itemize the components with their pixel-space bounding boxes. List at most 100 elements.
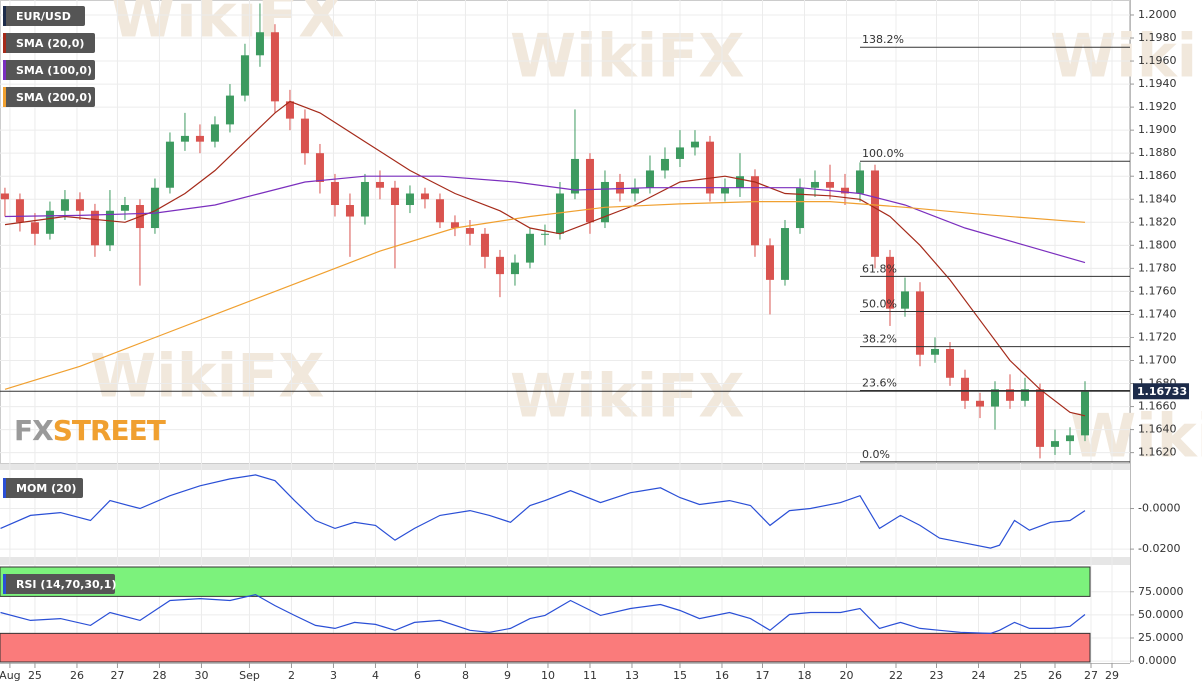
x-tick-label: 16 [715,669,729,682]
x-tick-label: 25 [28,669,42,682]
x-tick-label: 15 [673,669,687,682]
candle-body [435,199,444,223]
legend-box [3,574,115,594]
legend-box [3,60,95,80]
fib-label: 38.2% [862,333,897,346]
legend-swatch [3,6,6,26]
legend-swatch [3,60,6,80]
candle-body [930,348,939,355]
x-tick-label: 22 [889,669,903,682]
legend-item: SMA (20,0) [3,33,95,53]
y-tick-label: 1.1800 [1138,238,1177,251]
candle-body [165,141,174,188]
candle-body [0,193,9,200]
x-tick-label: Aug [0,669,21,682]
y-tick-label: 1.2000 [1138,8,1177,21]
legend-swatch [3,478,6,498]
candle-body [1080,391,1089,436]
y-tick-label: 1.1620 [1138,446,1177,459]
sma-line [4,100,1086,417]
x-tick-label: 11 [583,669,597,682]
fib-label: 23.6% [862,376,897,389]
candle-body [60,199,69,211]
y-tick-label: -0.0200 [1138,542,1180,555]
y-tick-label: 50.0000 [1138,608,1184,621]
y-tick-label: 1.1960 [1138,54,1177,67]
candle-body [570,158,579,194]
logo-fx: FX [14,414,54,447]
legend-label: EUR/USD [16,10,71,23]
watermark: WikiFX [1070,402,1202,472]
x-tick-label: 17 [755,669,769,682]
legend-item: RSI (14,70,30,1) [3,574,116,594]
candle-body [645,170,654,188]
candle-body [1035,389,1044,447]
candle-body [195,135,204,142]
candle-body [900,291,909,309]
x-tick-label: 29 [1105,669,1119,682]
candle-body [975,400,984,407]
candle-body [465,228,474,234]
candle-body [690,141,699,148]
last-price-box [1133,383,1189,400]
x-tick-label: 24 [971,669,985,682]
legend-swatch [3,87,6,107]
candle-body [885,256,894,309]
candle-body [240,55,249,96]
candle-body [450,222,459,229]
y-tick-label: 1.1940 [1138,77,1177,90]
legend-label: RSI (14,70,30,1) [16,578,116,591]
candle-body [585,158,594,223]
candle-body [45,210,54,234]
main-frame [0,0,1130,464]
candle-body [375,181,384,188]
watermark: WikiFX [510,22,744,92]
candle-body [30,222,39,234]
candle-body [75,199,84,211]
y-tick-label: 0.0000 [1138,654,1177,667]
x-tick-label: 23 [929,669,943,682]
candle-body [1005,389,1014,401]
x-tick-label: 26 [1048,669,1062,682]
y-tick-label: 1.1720 [1138,330,1177,343]
y-tick-label: 1.1700 [1138,353,1177,366]
candle-body [330,181,339,206]
y-tick-label: 1.1740 [1138,307,1177,320]
overbought-band [0,566,1091,597]
y-tick-label: 1.1840 [1138,192,1177,205]
y-tick-label: 1.1980 [1138,31,1177,44]
candle-body [420,193,429,200]
y-tick-label: 1.1760 [1138,284,1177,297]
legend-label: SMA (20,0) [16,37,84,50]
y-tick-label: 1.1860 [1138,169,1177,182]
legend-label: SMA (100,0) [16,64,92,77]
legend-swatch [3,33,6,53]
candle-body [795,187,804,229]
fib-label: 100.0% [862,147,904,160]
legend-label: SMA (200,0) [16,91,92,104]
y-tick-label: -0.0000 [1138,502,1180,515]
candle-body [180,135,189,142]
separator [0,464,1130,470]
watermark: WikiFX [90,342,324,412]
candle-body [675,147,684,159]
x-tick-label: 8 [462,669,469,682]
legend-label: MOM (20) [16,482,76,495]
y-tick-label: 1.1920 [1138,100,1177,113]
candle-body [780,228,789,280]
x-tick-label: 27 [1084,669,1098,682]
candle-body [495,256,504,275]
candle-body [210,124,219,142]
candle-body [945,348,954,378]
candle-body [315,153,324,182]
legend-item: MOM (20) [3,478,83,498]
candle-body [255,32,264,56]
candle-body [960,377,969,401]
sma-line [4,175,1086,264]
candle-body [270,32,279,102]
legend-box [3,33,95,53]
candle-body [525,233,534,263]
legend-swatch [3,574,6,594]
y-tick-label: 1.1820 [1138,215,1177,228]
